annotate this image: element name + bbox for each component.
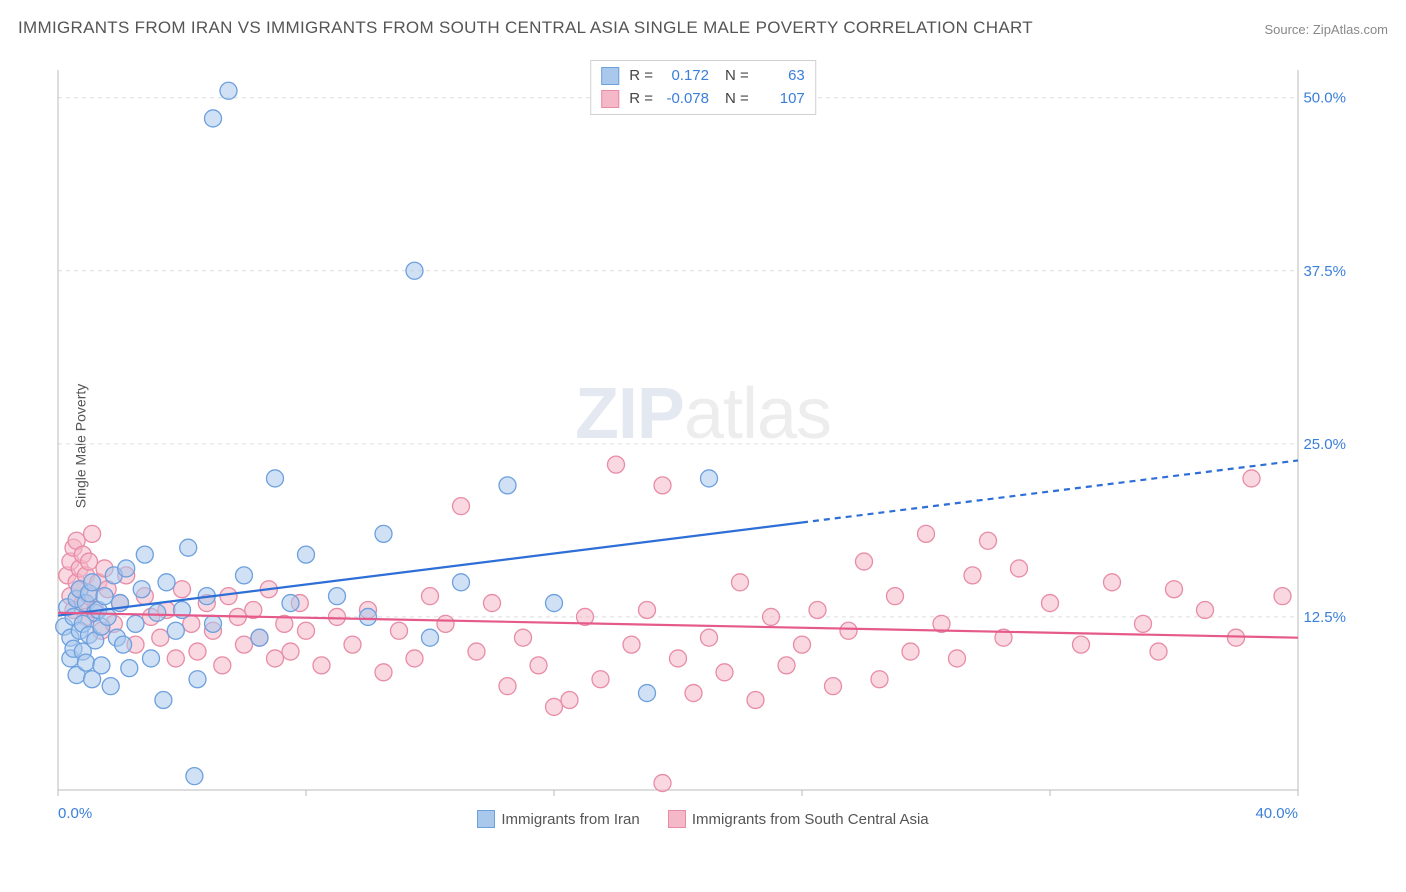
swatch-iran-icon	[477, 810, 495, 828]
series-legend: Immigrants from Iran Immigrants from Sou…	[48, 810, 1358, 832]
chart-title: IMMIGRANTS FROM IRAN VS IMMIGRANTS FROM …	[18, 18, 1033, 38]
svg-text:25.0%: 25.0%	[1303, 436, 1346, 453]
r-label: R =	[629, 65, 653, 88]
legend-label-iran: Immigrants from Iran	[501, 811, 639, 828]
r-label: R =	[629, 88, 653, 111]
r-value-iran: 0.172	[659, 65, 709, 88]
correlation-legend: R = 0.172 N = 63 R = -0.078 N = 107	[590, 60, 816, 115]
svg-text:50.0%: 50.0%	[1303, 90, 1346, 107]
legend-label-sca: Immigrants from South Central Asia	[692, 811, 929, 828]
svg-text:37.5%: 37.5%	[1303, 263, 1346, 280]
legend-row-sca: R = -0.078 N = 107	[601, 88, 805, 111]
swatch-sca	[601, 90, 619, 108]
r-value-sca: -0.078	[659, 88, 709, 111]
plot-area: ZIPatlas 12.5%25.0%37.5%50.0%0.0%40.0% R…	[48, 60, 1358, 830]
n-value-iran: 63	[755, 65, 805, 88]
svg-text:12.5%: 12.5%	[1303, 609, 1346, 626]
legend-item-iran: Immigrants from Iran	[477, 810, 639, 828]
n-label: N =	[725, 88, 749, 111]
swatch-iran	[601, 67, 619, 85]
legend-row-iran: R = 0.172 N = 63	[601, 65, 805, 88]
n-value-sca: 107	[755, 88, 805, 111]
n-label: N =	[725, 65, 749, 88]
scatter-chart: 12.5%25.0%37.5%50.0%0.0%40.0%	[48, 60, 1358, 830]
source-attribution: Source: ZipAtlas.com	[1264, 22, 1388, 37]
legend-item-sca: Immigrants from South Central Asia	[668, 810, 929, 828]
swatch-sca-icon	[668, 810, 686, 828]
